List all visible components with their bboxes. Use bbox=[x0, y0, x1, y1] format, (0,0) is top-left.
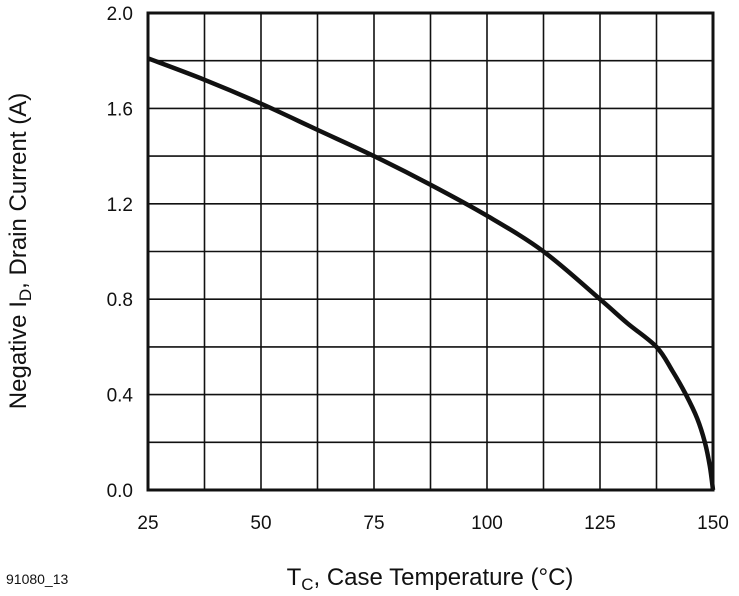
x-tick-label: 125 bbox=[584, 513, 616, 534]
y-tick-label: 0.4 bbox=[107, 386, 134, 407]
plot-frame bbox=[146, 11, 715, 492]
y-tick-label: 0.8 bbox=[107, 290, 133, 311]
y-tick-label: 1.2 bbox=[107, 195, 133, 216]
series-line bbox=[147, 56, 716, 491]
x-tick-label: 100 bbox=[471, 513, 503, 534]
x-tick-label: 150 bbox=[697, 513, 729, 534]
tick-labels: 25 50 75 100 125 150 0.0 0.4 0.8 1.2 1.6 2.0 bbox=[107, 4, 729, 534]
figure-id: 91080_13 bbox=[6, 571, 69, 587]
y-axis-label: Negative ID, Drain Current (A) bbox=[5, 93, 35, 409]
grid bbox=[147, 12, 714, 491]
x-tick-label: 25 bbox=[137, 513, 158, 534]
x-tick-label: 75 bbox=[363, 513, 384, 534]
y-tick-label: 0.0 bbox=[107, 481, 133, 502]
x-axis-label: TC, Case Temperature (°C) bbox=[287, 564, 574, 594]
y-tick-label: 2.0 bbox=[107, 4, 133, 25]
x-tick-label: 50 bbox=[250, 513, 271, 534]
y-tick-label: 1.6 bbox=[107, 99, 133, 120]
